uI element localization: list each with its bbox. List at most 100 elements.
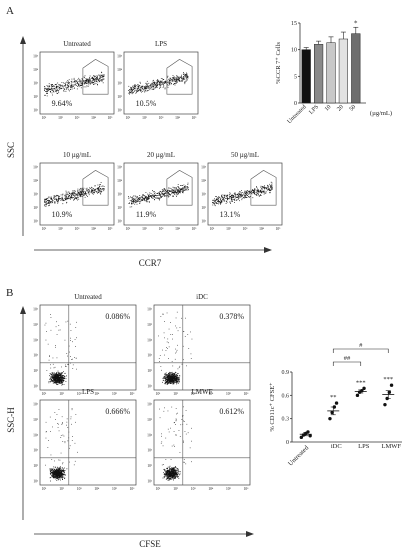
event-dot — [174, 81, 176, 82]
event-dot — [169, 379, 171, 380]
event-dot — [172, 474, 174, 475]
event-dot — [63, 82, 64, 84]
event-dot — [52, 470, 53, 472]
event-dot — [159, 191, 161, 193]
event-dot — [173, 472, 175, 474]
event-dot — [89, 77, 90, 78]
event-dot — [49, 469, 51, 471]
event-dot — [60, 383, 62, 384]
event-dot — [80, 82, 81, 84]
event-dot — [139, 195, 141, 196]
event-dot — [59, 377, 60, 379]
event-dot — [57, 199, 59, 201]
event-dot — [61, 475, 62, 477]
event-dot — [94, 189, 95, 191]
event-dot — [148, 194, 150, 196]
y-tick-label: 10⁵ — [33, 418, 39, 422]
event-dot — [229, 201, 231, 203]
event-dot — [179, 80, 181, 82]
event-dot — [70, 418, 72, 420]
event-dot — [222, 199, 223, 200]
y-tick-label: 10¹ — [147, 385, 152, 389]
event-dot — [183, 72, 184, 73]
x-tick-label: 10² — [173, 487, 178, 491]
event-dot — [263, 186, 264, 188]
event-dot — [243, 195, 245, 197]
event-dot — [256, 190, 258, 192]
event-dot — [59, 476, 61, 477]
event-dot — [83, 191, 84, 193]
event-dot — [165, 471, 167, 473]
event-dot — [66, 87, 68, 88]
event-dot — [72, 341, 73, 343]
event-dot — [61, 382, 62, 383]
event-dot — [89, 78, 91, 80]
event-dot — [221, 195, 222, 196]
event-dot — [53, 379, 55, 381]
event-dot — [69, 323, 71, 325]
event-dot — [61, 472, 62, 473]
event-dot — [233, 197, 235, 198]
event-dot — [262, 191, 264, 192]
event-dot — [100, 74, 102, 76]
event-dot — [154, 87, 156, 89]
event-dot — [139, 89, 141, 91]
event-dot — [181, 76, 182, 77]
event-dot — [97, 83, 98, 85]
event-dot — [81, 191, 82, 193]
scatter-category-label: LPS — [358, 443, 370, 450]
event-dot — [152, 191, 154, 193]
event-dot — [73, 199, 74, 201]
event-dot — [61, 375, 63, 376]
event-dot — [252, 190, 254, 191]
event-dot — [171, 471, 172, 473]
event-dot — [137, 87, 139, 89]
event-dot — [54, 380, 56, 382]
event-dot — [63, 88, 65, 90]
event-dot — [61, 476, 63, 478]
event-dot — [191, 427, 192, 429]
event-dot — [173, 380, 175, 382]
event-dot — [141, 91, 142, 93]
event-dot — [53, 474, 54, 476]
event-dot — [165, 80, 166, 82]
event-dot — [158, 80, 160, 82]
event-dot — [175, 476, 177, 478]
event-dot — [55, 326, 57, 328]
event-dot — [174, 470, 176, 471]
event-dot — [182, 78, 184, 79]
event-dot — [59, 474, 60, 476]
event-dot — [165, 472, 167, 473]
event-dot — [87, 82, 89, 84]
event-dot — [232, 196, 234, 198]
event-dot — [59, 381, 60, 383]
event-dot — [53, 472, 55, 473]
event-dot — [270, 187, 272, 188]
event-dot — [165, 372, 167, 374]
event-dot — [52, 200, 53, 202]
event-dot — [251, 191, 253, 193]
x-tick-label: 10² — [59, 392, 64, 396]
event-dot — [57, 475, 59, 477]
event-dot — [64, 82, 66, 84]
event-dot — [170, 478, 172, 480]
event-dot — [63, 87, 64, 89]
event-dot — [62, 200, 64, 202]
event-dot — [51, 86, 53, 88]
event-dot — [143, 88, 145, 90]
event-dot — [59, 466, 61, 468]
event-dot — [144, 86, 145, 87]
event-dot — [266, 187, 268, 189]
event-dot — [174, 472, 176, 474]
event-dot — [55, 376, 57, 378]
event-dot — [66, 468, 68, 470]
event-dot — [142, 194, 144, 195]
event-dot — [168, 379, 170, 380]
event-dot — [256, 190, 258, 192]
event-dot — [51, 475, 52, 476]
event-dot — [246, 192, 248, 194]
event-dot — [49, 468, 51, 470]
event-dot — [153, 88, 155, 90]
event-dot — [58, 478, 60, 480]
event-dot — [68, 82, 70, 84]
